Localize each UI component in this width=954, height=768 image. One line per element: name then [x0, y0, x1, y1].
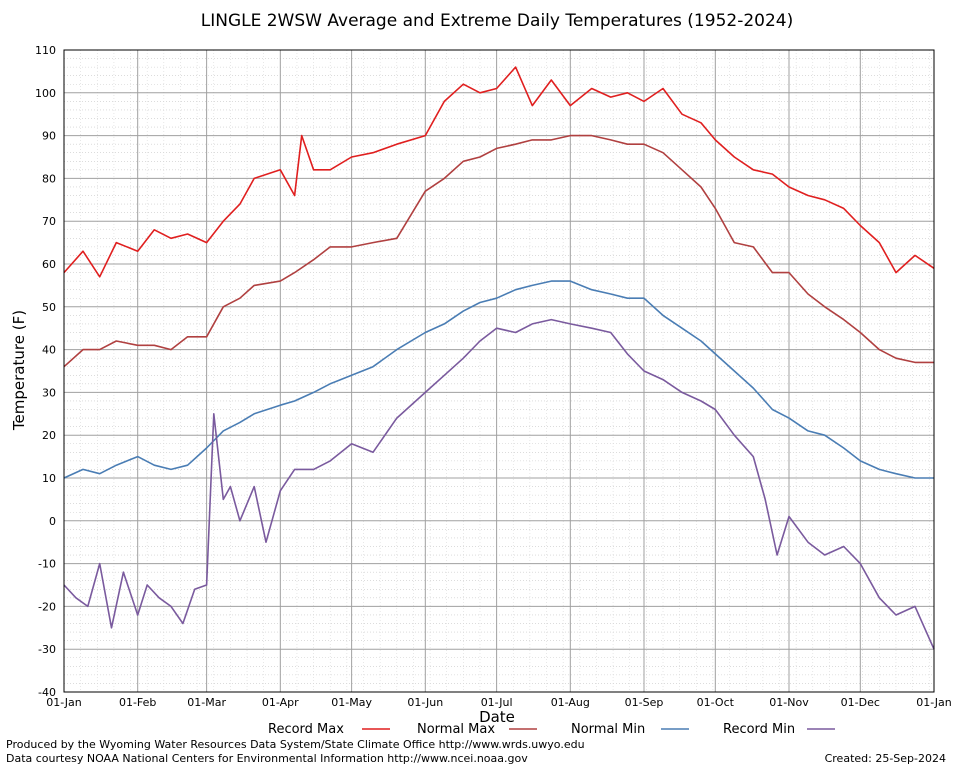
- y-tick-label: 0: [49, 515, 56, 528]
- y-tick-label: 100: [35, 87, 56, 100]
- legend-label-record-max: Record Max: [268, 722, 344, 737]
- y-tick-label: 80: [42, 172, 56, 185]
- x-tick-label: 01-Jan: [46, 696, 82, 709]
- plot-frame: [63, 49, 935, 693]
- x-tick-label: 01-Aug: [551, 696, 590, 709]
- x-tick-label: 01-Oct: [697, 696, 735, 709]
- series-line-record-min: [63, 318, 935, 650]
- chart-title: LINGLE 2WSW Average and Extreme Daily Te…: [201, 11, 793, 31]
- y-tick-label: -20: [38, 600, 56, 613]
- x-tick-label: 01-Apr: [262, 696, 299, 709]
- series-lines: [63, 66, 935, 650]
- y-tick-label: -30: [38, 643, 56, 656]
- x-tick-label: 01-Nov: [769, 696, 809, 709]
- x-tick-label: 01-Dec: [841, 696, 880, 709]
- y-tick-label: 40: [42, 344, 56, 357]
- legend-label-normal-max: Normal Max: [417, 722, 495, 737]
- legend-label-record-min: Record Min: [723, 722, 795, 737]
- x-tick-label: 01-Jun: [407, 696, 443, 709]
- y-tick-label: 90: [42, 130, 56, 143]
- y-tick-label: 110: [35, 44, 56, 57]
- x-tick-label: 01-Feb: [119, 696, 156, 709]
- x-tick-label: 01-Jul: [481, 696, 513, 709]
- x-tick-label: 01-Jan: [916, 696, 952, 709]
- x-tick-label: 01-Sep: [625, 696, 664, 709]
- minor-grid: [64, 50, 934, 692]
- y-tick-label: 60: [42, 258, 56, 271]
- footer-courtesy: Data courtesy NOAA National Centers for …: [6, 752, 528, 765]
- footer-produced-by: Produced by the Wyoming Water Resources …: [6, 738, 585, 751]
- x-tick-label: 01-May: [331, 696, 372, 709]
- series-line-normal-max: [63, 134, 934, 368]
- footer-created: Created: 25-Sep-2024: [825, 752, 946, 765]
- y-tick-label: 50: [42, 301, 56, 314]
- y-tick-label: 30: [42, 386, 56, 399]
- y-tick-label: 70: [42, 215, 56, 228]
- x-axis-ticks: 01-Jan 01-Feb 01-Mar 01-Apr 01-May 01-Jun 01-J…: [46, 696, 952, 709]
- y-tick-label: -40: [38, 686, 56, 699]
- y-tick-label: -10: [38, 558, 56, 571]
- legend-label-normal-min: Normal Min: [571, 722, 645, 737]
- legend: Record Max Normal Max Normal Min Record Min: [268, 722, 835, 737]
- y-axis-ticks: -40 -30 -20 -10 0 10 20 30 40 50 60 70 80 90 100 110: [35, 44, 56, 699]
- x-tick-label: 01-Mar: [187, 696, 226, 709]
- series-line-record-max: [63, 66, 935, 278]
- y-tick-label: 20: [42, 429, 56, 442]
- y-tick-label: 10: [42, 472, 56, 485]
- series-line-normal-min: [63, 280, 934, 479]
- x-axis-label: Date: [479, 708, 515, 726]
- y-axis-label: Temperature (F): [10, 310, 28, 431]
